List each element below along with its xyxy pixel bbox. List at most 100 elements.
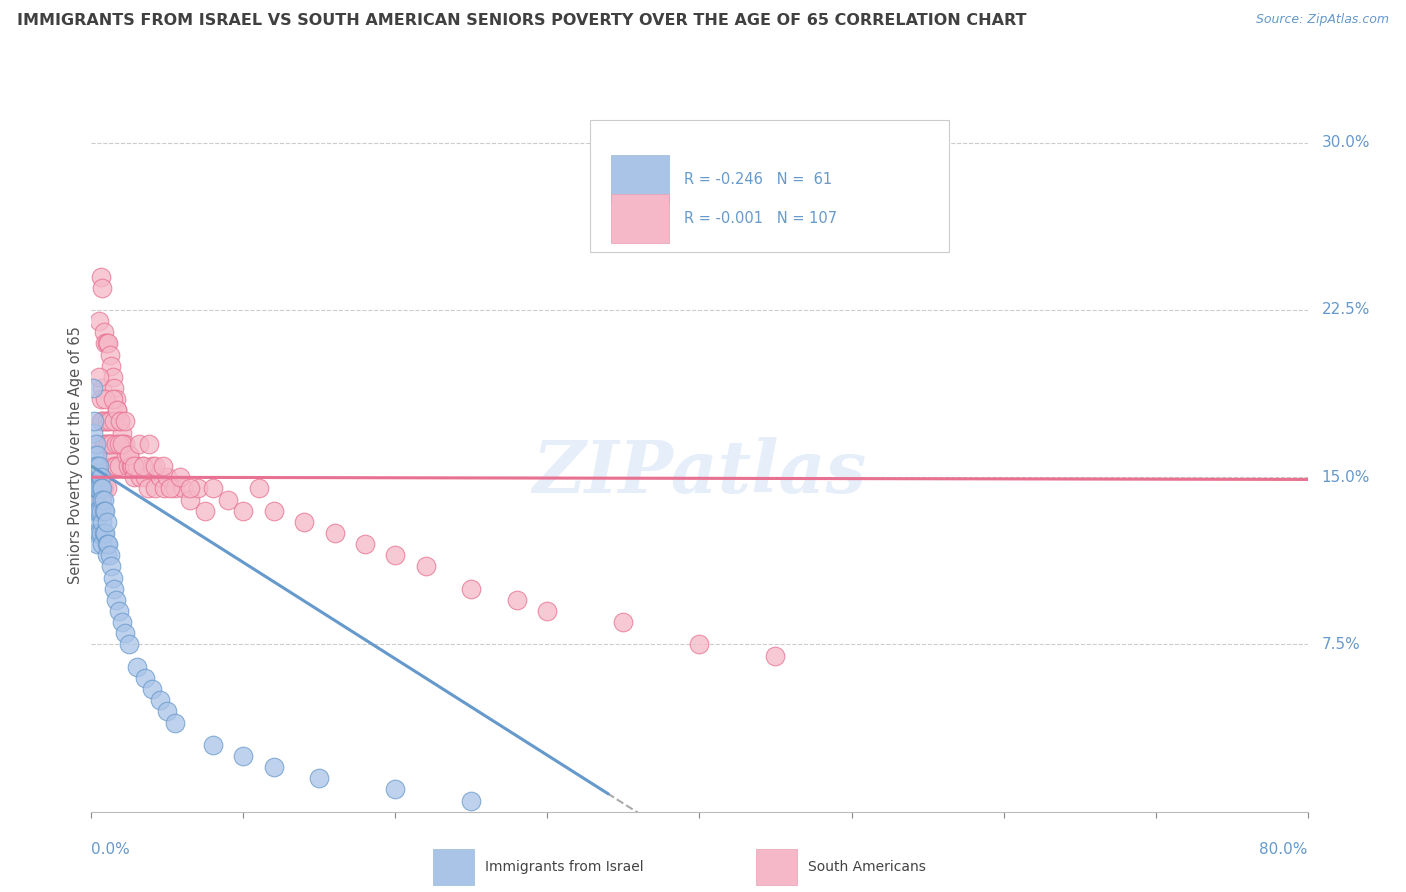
Point [115,448,138,462]
Point [96,414,118,429]
Point [84,515,107,529]
Point [156,705,179,719]
Point [202,738,225,752]
Point [114,436,136,450]
Point [169,470,191,484]
Point [122,459,145,474]
Point [138,436,160,450]
Point [118,448,141,462]
FancyBboxPatch shape [610,155,669,203]
Text: 22.5%: 22.5% [1322,302,1369,318]
Point [93,492,115,507]
Point [87,314,110,328]
Point [129,470,152,484]
Point [159,482,181,496]
Point [84,459,107,474]
Point [110,414,132,429]
Point [83,414,105,429]
Point [86,459,108,474]
Point [187,482,209,496]
Point [110,414,132,429]
Point [83,482,105,496]
Point [91,459,114,474]
Point [83,492,105,507]
Point [125,459,148,474]
Point [194,503,217,517]
Point [506,592,529,607]
Point [93,325,115,339]
FancyBboxPatch shape [591,120,949,252]
Point [179,492,201,507]
Point [415,559,437,574]
Point [122,470,145,484]
Point [96,482,118,496]
Point [232,503,254,517]
Point [104,459,127,474]
Point [107,604,129,618]
Point [89,526,111,541]
Point [91,482,114,496]
Point [101,369,124,384]
Point [86,470,108,484]
Point [111,425,134,440]
Text: R = -0.001   N = 107: R = -0.001 N = 107 [683,211,837,226]
Point [94,503,117,517]
Point [149,693,172,707]
Point [91,537,114,551]
Point [105,403,128,417]
Point [114,626,136,640]
Point [84,459,107,474]
Point [232,749,254,764]
Point [354,537,377,551]
Point [103,582,125,596]
Point [89,492,111,507]
Point [121,459,143,474]
Point [94,526,117,541]
Point [84,436,107,450]
Point [98,348,121,362]
Point [163,715,186,730]
Point [82,482,104,496]
Point [460,582,482,596]
Point [308,771,330,786]
Point [89,392,111,407]
Point [91,492,114,507]
Point [91,281,114,295]
Point [100,436,122,450]
Point [84,482,107,496]
Point [94,436,117,450]
Point [89,414,111,429]
Point [86,503,108,517]
Point [91,381,114,395]
Text: IMMIGRANTS FROM ISRAEL VS SOUTH AMERICAN SENIORS POVERTY OVER THE AGE OF 65 CORR: IMMIGRANTS FROM ISRAEL VS SOUTH AMERICAN… [17,13,1026,29]
Point [111,615,134,630]
Point [89,482,111,496]
Point [460,794,482,808]
Point [117,459,139,474]
Text: 80.0%: 80.0% [1260,842,1308,857]
Point [217,492,239,507]
Point [536,604,558,618]
Point [107,436,129,450]
Point [101,392,124,407]
Point [87,526,110,541]
Point [118,448,141,462]
Point [104,436,127,450]
Point [87,459,110,474]
Y-axis label: Seniors Poverty Over the Age of 65: Seniors Poverty Over the Age of 65 [67,326,83,584]
Point [87,369,110,384]
Text: 15.0%: 15.0% [1322,470,1369,484]
Point [87,482,110,496]
Point [96,515,118,529]
Point [263,503,285,517]
Point [82,503,104,517]
Point [87,503,110,517]
Text: Source: ZipAtlas.com: Source: ZipAtlas.com [1256,13,1389,27]
Text: R = -0.246   N =  61: R = -0.246 N = 61 [683,172,832,186]
Point [134,470,156,484]
Point [688,637,710,651]
Point [86,503,108,517]
Point [384,782,406,797]
Point [86,482,108,496]
Point [103,414,125,429]
